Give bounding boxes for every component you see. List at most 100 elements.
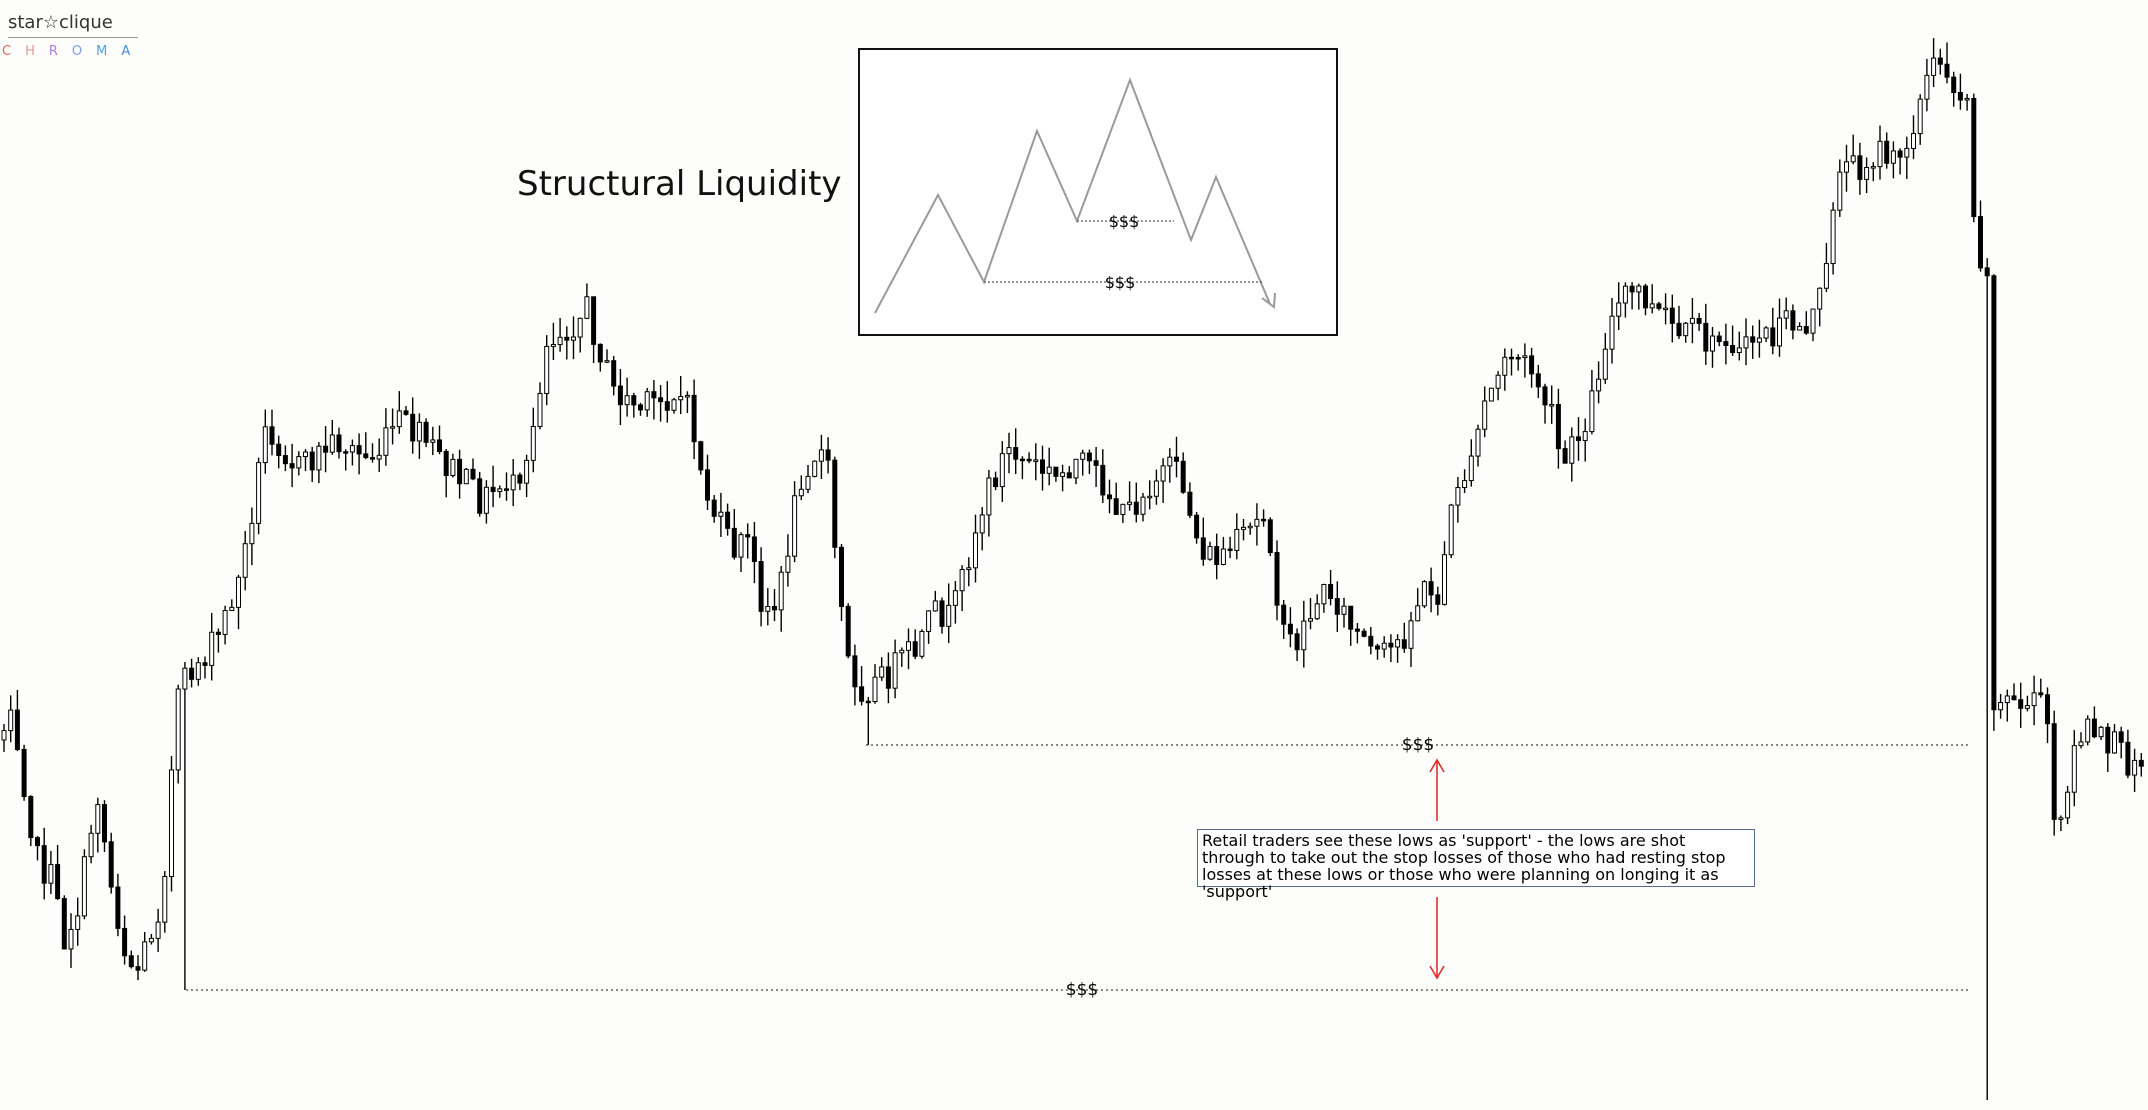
candle-up — [483, 486, 489, 514]
candle-down — [852, 655, 858, 688]
candle-up — [550, 344, 556, 347]
candle-up — [236, 576, 241, 608]
candle-down — [1991, 275, 1997, 711]
candle-up — [1220, 548, 1226, 565]
candle-up — [571, 336, 576, 341]
candle-down — [1703, 322, 1709, 352]
candle-up — [1616, 302, 1622, 317]
candle-down — [41, 845, 47, 884]
candle-down — [705, 469, 710, 501]
candle-up — [1582, 431, 1588, 441]
candle-up — [1308, 618, 1313, 622]
candle-up — [222, 610, 228, 635]
candle-down — [1066, 472, 1072, 479]
candle-up — [229, 606, 235, 612]
candle-up — [1462, 480, 1468, 489]
candle-down — [885, 666, 891, 689]
candle-down — [845, 605, 851, 657]
candle-up — [1783, 310, 1789, 319]
candle-down — [859, 686, 865, 702]
candle-down — [457, 458, 463, 485]
candle-down — [1348, 605, 1354, 630]
candle-down — [35, 837, 40, 847]
candle-down — [490, 486, 496, 493]
candle-down — [1334, 598, 1340, 615]
candle-up — [1877, 140, 1883, 168]
candle-up — [644, 391, 650, 411]
candle-up — [1998, 702, 2004, 711]
candle-down — [61, 898, 67, 950]
candle-down — [443, 450, 449, 477]
candle-up — [798, 488, 804, 497]
candle-up — [537, 393, 543, 427]
candle-up — [383, 427, 389, 456]
candle-down — [363, 453, 369, 459]
inset-arrowhead — [1261, 292, 1276, 309]
candle-down — [1576, 436, 1581, 441]
candle-up — [1502, 356, 1508, 376]
candle-up — [2004, 695, 2010, 704]
candle-down — [1267, 519, 1273, 554]
candle-down — [403, 410, 409, 415]
candle-up — [557, 336, 563, 346]
candle-down — [1730, 344, 1736, 354]
candle-down — [617, 385, 623, 406]
candle-down — [638, 404, 643, 411]
candle-down — [215, 631, 221, 635]
candle-down — [1951, 76, 1957, 94]
candle-up — [349, 445, 355, 453]
brand-letter: H — [25, 44, 49, 59]
brand-letter: O — [71, 44, 97, 59]
candle-up — [1817, 287, 1823, 310]
candle-down — [370, 457, 375, 460]
candle-down — [1274, 552, 1280, 606]
candle-down — [2118, 731, 2124, 743]
candle-up — [262, 426, 268, 464]
candle-down — [631, 395, 637, 406]
candle-down — [2125, 741, 2131, 776]
candle-down — [1214, 546, 1220, 565]
candle-up — [812, 460, 818, 477]
candle-down — [1435, 594, 1441, 605]
candle-up — [1917, 98, 1923, 135]
candle-up — [2085, 718, 2091, 743]
candle-up — [1475, 428, 1481, 457]
candle-up — [892, 652, 898, 689]
candle-up — [2098, 726, 2104, 738]
candle-up — [1060, 472, 1066, 477]
candle-down — [651, 391, 657, 399]
candle-down — [1174, 456, 1179, 462]
candle-up — [946, 604, 952, 627]
candle-down — [1200, 537, 1206, 560]
candle-down — [1723, 341, 1729, 346]
candle-down — [55, 864, 61, 900]
candle-down — [691, 394, 697, 443]
candle-down — [1515, 356, 1521, 360]
candle-up — [1301, 620, 1307, 651]
candle-up — [1810, 308, 1816, 334]
arrow-up-head — [1429, 758, 1445, 773]
candle-up — [926, 610, 932, 632]
candle-up — [1596, 378, 1602, 392]
candle-up — [1589, 390, 1595, 433]
candle-up — [1777, 317, 1782, 347]
candle-up — [1455, 487, 1461, 506]
candle-down — [1957, 92, 1963, 101]
brand-subtitle: CHROMA — [2, 44, 144, 59]
candle-up — [1736, 347, 1742, 354]
candle-up — [1160, 465, 1166, 482]
candle-down — [597, 343, 603, 363]
arrow-down-head — [1429, 965, 1445, 980]
candle-down — [289, 463, 295, 469]
candle-down — [28, 796, 34, 839]
level-label-lower: $$$ — [1066, 980, 1098, 1000]
candle-down — [128, 955, 134, 968]
candle-down — [725, 511, 731, 529]
candle-up — [1569, 436, 1575, 464]
candle-up — [88, 832, 94, 858]
candle-down — [2105, 726, 2111, 754]
candle-up — [182, 667, 188, 690]
candle-up — [765, 605, 771, 612]
candle-up — [2112, 731, 2117, 754]
